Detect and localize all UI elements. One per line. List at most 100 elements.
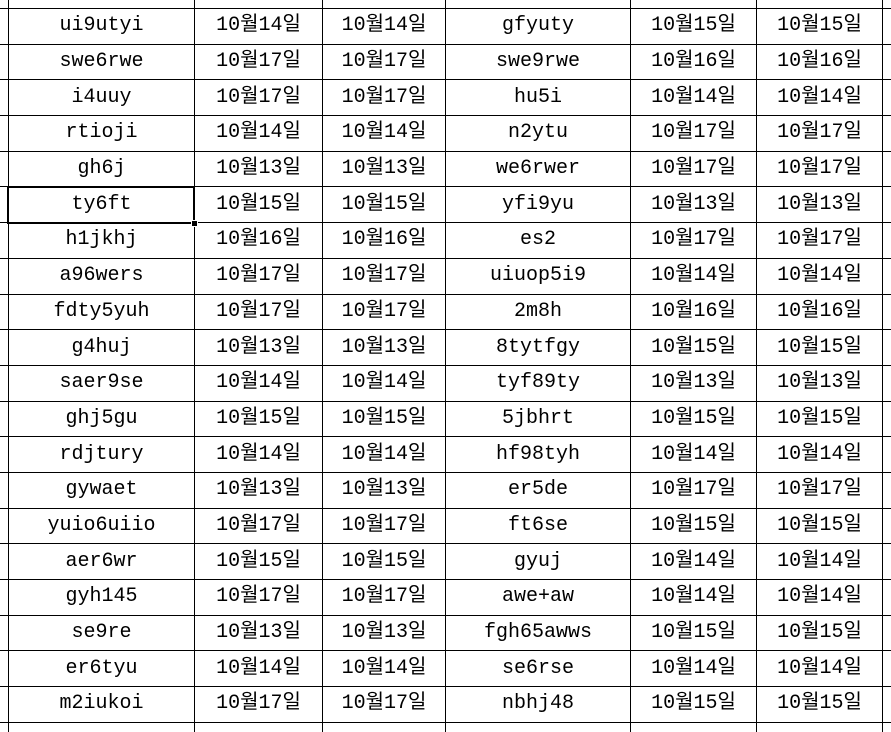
cell-right-date-2[interactable]: 10월14일	[757, 544, 882, 579]
cell-left-name[interactable]: rtioji	[9, 116, 194, 151]
cell-partial[interactable]	[883, 651, 891, 687]
cell-right-name[interactable]: awe+aw	[446, 580, 630, 615]
cell-left-name[interactable]: g4huj	[9, 330, 194, 365]
cell-left-name[interactable]: swe6rwe	[9, 44, 194, 80]
cell-right-name[interactable]: swe9rwe	[446, 44, 630, 80]
cell-left-name[interactable]: saer9se	[9, 365, 194, 401]
cell-partial[interactable]	[0, 44, 8, 80]
cell-left-name[interactable]: se9re	[9, 615, 194, 651]
cell-right-date-2[interactable]: 10월15일	[757, 615, 882, 651]
cell-right-name[interactable]: 2m8h	[446, 294, 630, 330]
cell-partial[interactable]	[883, 151, 891, 187]
cell-left-date-1[interactable]: 10월17일	[195, 687, 322, 722]
cell-right-name[interactable]: gfyuty	[446, 9, 630, 44]
cell-partial[interactable]	[883, 508, 891, 544]
cell-partial[interactable]	[631, 0, 756, 8]
cell-right-name[interactable]: fgh65awws	[446, 615, 630, 651]
cell-left-name[interactable]: a96wers	[9, 258, 194, 294]
cell-left-name[interactable]: gh6j	[9, 151, 194, 187]
cell-left-name[interactable]: ui9utyi	[9, 9, 194, 44]
cell-partial[interactable]	[757, 0, 882, 8]
cell-left-name[interactable]: yuio6uiio	[9, 508, 194, 544]
cell-right-date-2[interactable]: 10월17일	[757, 472, 882, 508]
cell-right-date-1[interactable]: 10월15일	[631, 330, 756, 365]
cell-left-name[interactable]: er6tyu	[9, 651, 194, 687]
cell-right-date-2[interactable]: 10월15일	[757, 330, 882, 365]
cell-left-date-2[interactable]: 10월14일	[323, 651, 445, 687]
cell-left-date-2[interactable]: 10월17일	[323, 508, 445, 544]
cell-partial[interactable]	[0, 0, 8, 8]
cell-right-name[interactable]: es2	[446, 223, 630, 258]
cell-partial[interactable]	[195, 722, 322, 732]
cell-left-date-2[interactable]: 10월14일	[323, 437, 445, 472]
cell-partial[interactable]	[0, 401, 8, 437]
cell-left-date-2[interactable]: 10월15일	[323, 401, 445, 437]
cell-left-date-2[interactable]: 10월14일	[323, 116, 445, 151]
fill-handle[interactable]	[191, 220, 198, 227]
cell-partial[interactable]	[883, 116, 891, 151]
cell-left-date-1[interactable]: 10월16일	[195, 223, 322, 258]
cell-partial[interactable]	[0, 80, 8, 116]
cell-left-name[interactable]: gyh145	[9, 580, 194, 615]
cell-partial[interactable]	[0, 223, 8, 258]
cell-partial[interactable]	[0, 151, 8, 187]
cell-left-date-2[interactable]: 10월17일	[323, 687, 445, 722]
cell-right-date-2[interactable]: 10월14일	[757, 437, 882, 472]
cell-right-name[interactable]: hf98tyh	[446, 437, 630, 472]
cell-right-date-1[interactable]: 10월14일	[631, 580, 756, 615]
cell-partial[interactable]	[195, 0, 322, 8]
cell-partial[interactable]	[446, 0, 630, 8]
cell-right-date-2[interactable]: 10월17일	[757, 116, 882, 151]
cell-left-name[interactable]: rdjtury	[9, 437, 194, 472]
cell-partial[interactable]	[883, 0, 891, 8]
cell-left-date-2[interactable]: 10월17일	[323, 80, 445, 116]
cell-left-name[interactable]: i4uuy	[9, 80, 194, 116]
cell-right-name[interactable]: yfi9yu	[446, 187, 630, 223]
cell-left-name[interactable]: m2iukoi	[9, 687, 194, 722]
cell-right-date-1[interactable]: 10월15일	[631, 401, 756, 437]
cell-left-date-1[interactable]: 10월15일	[195, 187, 322, 223]
cell-left-date-2[interactable]: 10월14일	[323, 9, 445, 44]
cell-right-name[interactable]: 5jbhrt	[446, 401, 630, 437]
selected-cell-outline[interactable]	[7, 186, 198, 227]
cell-left-date-1[interactable]: 10월15일	[195, 544, 322, 579]
cell-left-name[interactable]: aer6wr	[9, 544, 194, 579]
cell-right-date-1[interactable]: 10월15일	[631, 508, 756, 544]
cell-right-date-1[interactable]: 10월13일	[631, 187, 756, 223]
cell-partial[interactable]	[0, 615, 8, 651]
cell-left-date-1[interactable]: 10월13일	[195, 151, 322, 187]
cell-partial[interactable]	[0, 9, 8, 44]
cell-right-name[interactable]: hu5i	[446, 80, 630, 116]
cell-right-date-2[interactable]: 10월15일	[757, 9, 882, 44]
cell-left-date-2[interactable]: 10월13일	[323, 615, 445, 651]
cell-right-date-2[interactable]: 10월16일	[757, 44, 882, 80]
cell-left-date-1[interactable]: 10월17일	[195, 508, 322, 544]
cell-left-date-2[interactable]: 10월17일	[323, 258, 445, 294]
cell-right-date-2[interactable]: 10월13일	[757, 187, 882, 223]
cell-partial[interactable]	[883, 258, 891, 294]
cell-right-date-1[interactable]: 10월14일	[631, 80, 756, 116]
cell-left-date-2[interactable]: 10월14일	[323, 365, 445, 401]
cell-left-date-1[interactable]: 10월13일	[195, 615, 322, 651]
cell-right-date-1[interactable]: 10월14일	[631, 437, 756, 472]
cell-left-date-1[interactable]: 10월17일	[195, 294, 322, 330]
cell-partial[interactable]	[883, 187, 891, 223]
cell-right-date-2[interactable]: 10월15일	[757, 401, 882, 437]
cell-partial[interactable]	[0, 365, 8, 401]
cell-right-date-1[interactable]: 10월13일	[631, 365, 756, 401]
cell-partial[interactable]	[883, 472, 891, 508]
cell-partial[interactable]	[0, 651, 8, 687]
cell-left-date-1[interactable]: 10월14일	[195, 437, 322, 472]
cell-left-date-1[interactable]: 10월17일	[195, 258, 322, 294]
cell-left-date-1[interactable]: 10월14일	[195, 651, 322, 687]
cell-right-date-1[interactable]: 10월17일	[631, 223, 756, 258]
cell-left-date-1[interactable]: 10월17일	[195, 44, 322, 80]
cell-right-date-1[interactable]: 10월17일	[631, 116, 756, 151]
cell-partial[interactable]	[0, 508, 8, 544]
cell-right-date-1[interactable]: 10월14일	[631, 544, 756, 579]
cell-partial[interactable]	[0, 687, 8, 722]
cell-left-date-1[interactable]: 10월17일	[195, 580, 322, 615]
cell-right-name[interactable]: ft6se	[446, 508, 630, 544]
cell-partial[interactable]	[757, 722, 882, 732]
cell-right-date-2[interactable]: 10월13일	[757, 365, 882, 401]
